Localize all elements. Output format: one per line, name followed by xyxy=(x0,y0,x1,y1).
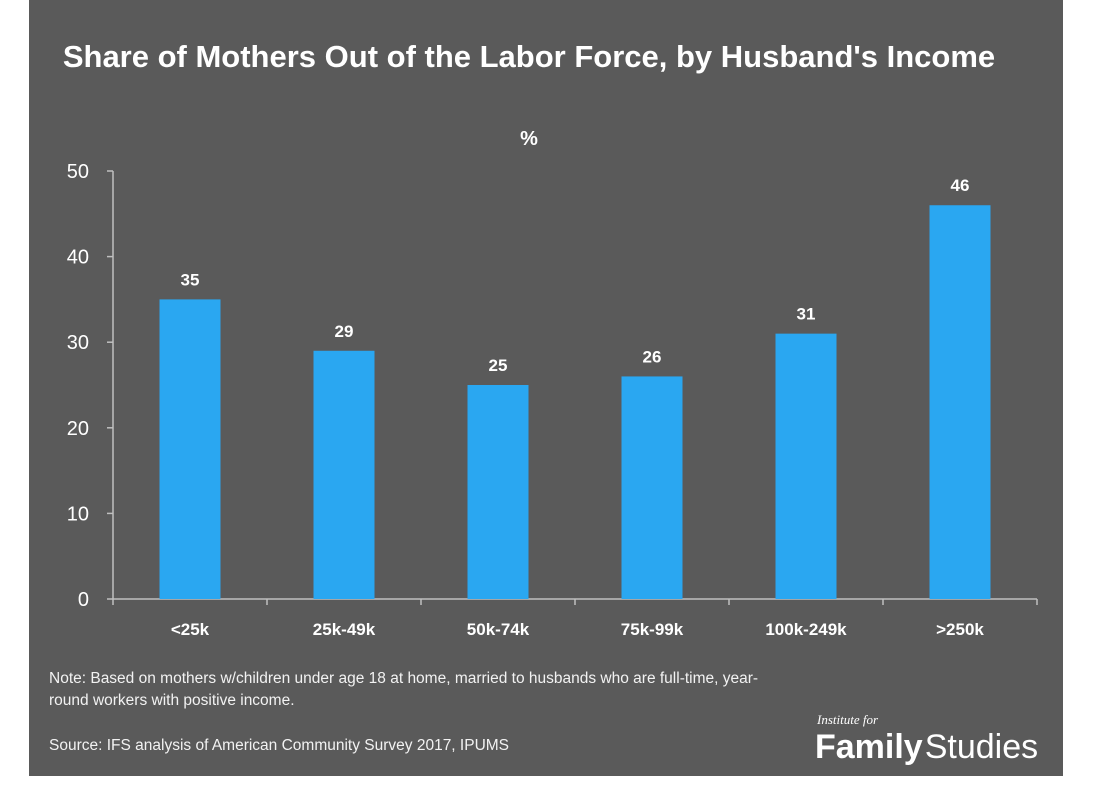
ifs-logo: Institute for FamilyStudies xyxy=(815,712,1065,772)
bar xyxy=(621,376,683,599)
y-tick-label: 30 xyxy=(67,332,89,354)
chart-unit-label: % xyxy=(520,128,538,150)
bar-data-label: 46 xyxy=(951,176,970,195)
bar xyxy=(775,333,837,599)
y-tick-label: 40 xyxy=(67,247,89,269)
logo-light-text: Studies xyxy=(924,728,1039,766)
y-tick-label: 0 xyxy=(78,589,89,611)
x-category-label: 50k-74k xyxy=(467,620,530,639)
y-tick-label: 20 xyxy=(67,418,89,440)
y-tick-label: 10 xyxy=(67,503,89,525)
bar xyxy=(467,385,529,599)
bar xyxy=(159,299,221,599)
x-category-label: 100k-249k xyxy=(765,620,847,639)
bar-data-label: 35 xyxy=(181,270,200,289)
chart-source: Source: IFS analysis of American Communi… xyxy=(49,737,510,754)
x-category-label: 25k-49k xyxy=(313,620,376,639)
bar xyxy=(313,350,375,599)
x-category-label: <25k xyxy=(171,620,210,639)
bar-chart: 0 10 20 30 40 50 35 <25k 29 25k-49k 25 50k-74k 26 75k… xyxy=(67,161,1038,639)
x-category-label: >250k xyxy=(936,620,984,639)
logo-bold-text: Family xyxy=(815,728,923,766)
y-tick-label: 50 xyxy=(67,161,89,183)
chart-title: Share of Mothers Out of the Labor Force,… xyxy=(62,39,996,74)
bar xyxy=(929,205,991,600)
logo-small-text: Institute for xyxy=(817,712,879,727)
x-category-label: 75k-99k xyxy=(621,620,684,639)
chart-note: Note: Based on mothers w/children under … xyxy=(49,670,759,709)
chart-panel: Share of Mothers Out of the Labor Force,… xyxy=(29,0,1063,776)
bar-data-label: 29 xyxy=(335,322,354,341)
bar-data-label: 25 xyxy=(489,356,508,375)
bar-data-label: 31 xyxy=(797,305,816,324)
bar-data-label: 26 xyxy=(643,347,662,366)
logo-wordmark: FamilyStudies xyxy=(815,728,1038,767)
